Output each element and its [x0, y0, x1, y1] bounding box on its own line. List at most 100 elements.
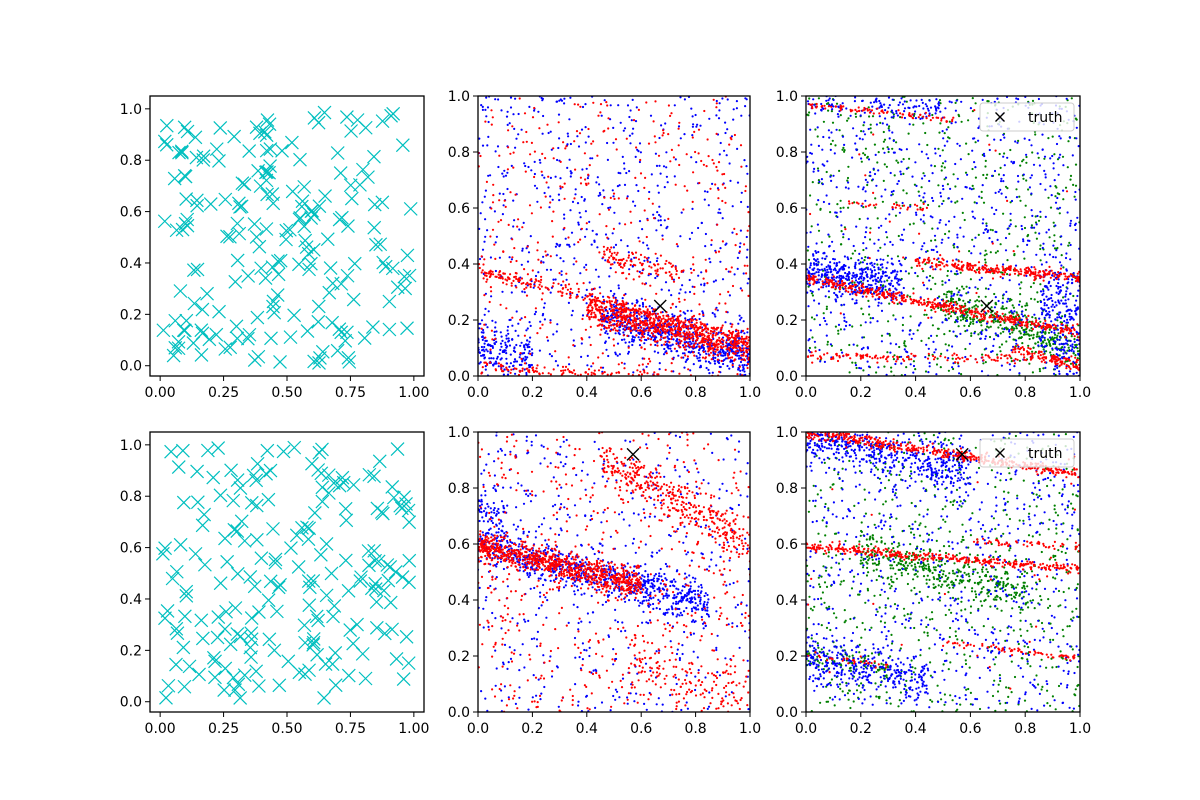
data-point: [730, 266, 733, 269]
data-point: [653, 335, 656, 338]
data-point: [1015, 311, 1018, 314]
data-point: [677, 334, 680, 337]
data-point: [703, 109, 706, 113]
data-point: [533, 313, 537, 316]
data-point: [676, 338, 679, 341]
data-point: [555, 100, 558, 103]
data-point: [551, 235, 554, 238]
data-point: [690, 342, 693, 345]
data-point: [559, 187, 562, 190]
data-point: [556, 158, 559, 162]
data-point: [562, 369, 565, 372]
marker-x: [194, 323, 209, 338]
data-point: [631, 98, 634, 101]
data-point: [828, 97, 831, 100]
data-point: [977, 333, 980, 336]
data-point: [563, 226, 566, 230]
data-point: [613, 305, 616, 308]
data-point: [880, 302, 883, 305]
data-point: [507, 337, 510, 340]
data-point: [973, 305, 976, 308]
data-point: [680, 211, 683, 214]
data-point: [584, 178, 587, 181]
data-point: [1020, 305, 1024, 308]
data-point: [832, 98, 835, 102]
data-point: [893, 277, 897, 280]
data-point: [844, 277, 848, 280]
data-point: [986, 173, 989, 176]
marker-x: [180, 124, 195, 139]
data-point: [713, 313, 716, 316]
data-point: [571, 371, 574, 374]
data-point: [692, 263, 695, 266]
data-point: [984, 261, 987, 264]
data-point: [612, 195, 615, 198]
data-point: [977, 295, 980, 298]
data-point: [529, 285, 532, 289]
data-point: [747, 353, 750, 356]
data-point: [917, 190, 920, 193]
data-point: [566, 288, 570, 291]
data-point: [674, 267, 678, 271]
data-point: [663, 331, 666, 334]
data-point: [540, 275, 543, 278]
data-point: [608, 261, 611, 264]
data-point: [727, 290, 730, 293]
data-point: [614, 271, 617, 274]
data-point: [524, 164, 527, 168]
data-point: [675, 305, 678, 308]
data-point: [838, 290, 841, 293]
data-point: [690, 231, 694, 234]
marker-x: [265, 187, 280, 201]
data-point: [518, 369, 521, 372]
data-point: [647, 247, 650, 250]
data-point: [662, 322, 665, 325]
data-point: [909, 315, 912, 318]
data-point: [567, 243, 571, 246]
data-point: [868, 305, 871, 308]
data-point: [1073, 340, 1076, 343]
data-point: [649, 114, 653, 117]
data-point: [515, 286, 518, 289]
marker-x: [340, 325, 354, 340]
data-point: [613, 251, 616, 254]
data-point: [709, 329, 713, 333]
data-point: [577, 145, 581, 148]
data-point: [731, 364, 734, 367]
data-point: [628, 315, 631, 318]
data-point: [905, 100, 908, 103]
data-point: [1019, 164, 1022, 167]
data-point: [1049, 336, 1052, 339]
data-point: [1039, 283, 1042, 286]
data-point: [720, 359, 723, 363]
data-point: [491, 338, 494, 341]
data-point: [1006, 187, 1009, 190]
data-point: [703, 198, 706, 201]
data-point: [987, 326, 990, 329]
data-point: [1058, 343, 1061, 346]
data-point: [483, 195, 486, 198]
data-point: [661, 238, 664, 241]
data-point: [697, 351, 700, 355]
data-point: [867, 106, 870, 109]
data-point: [819, 278, 822, 281]
data-point: [706, 282, 709, 285]
data-point: [620, 239, 623, 242]
data-point: [1055, 284, 1058, 288]
data-point: [671, 332, 675, 336]
data-point: [630, 119, 633, 122]
data-point: [943, 293, 946, 296]
data-point: [702, 290, 705, 293]
data-point: [512, 199, 515, 202]
data-point: [848, 371, 851, 374]
data-point: [861, 295, 864, 298]
data-point: [987, 100, 990, 103]
data-point: [902, 158, 905, 161]
data-point: [717, 197, 720, 200]
data-point: [817, 229, 821, 232]
data-point: [1063, 346, 1066, 349]
data-point: [929, 274, 932, 278]
data-point: [637, 326, 640, 329]
data-point: [609, 267, 612, 270]
data-point: [903, 342, 906, 345]
